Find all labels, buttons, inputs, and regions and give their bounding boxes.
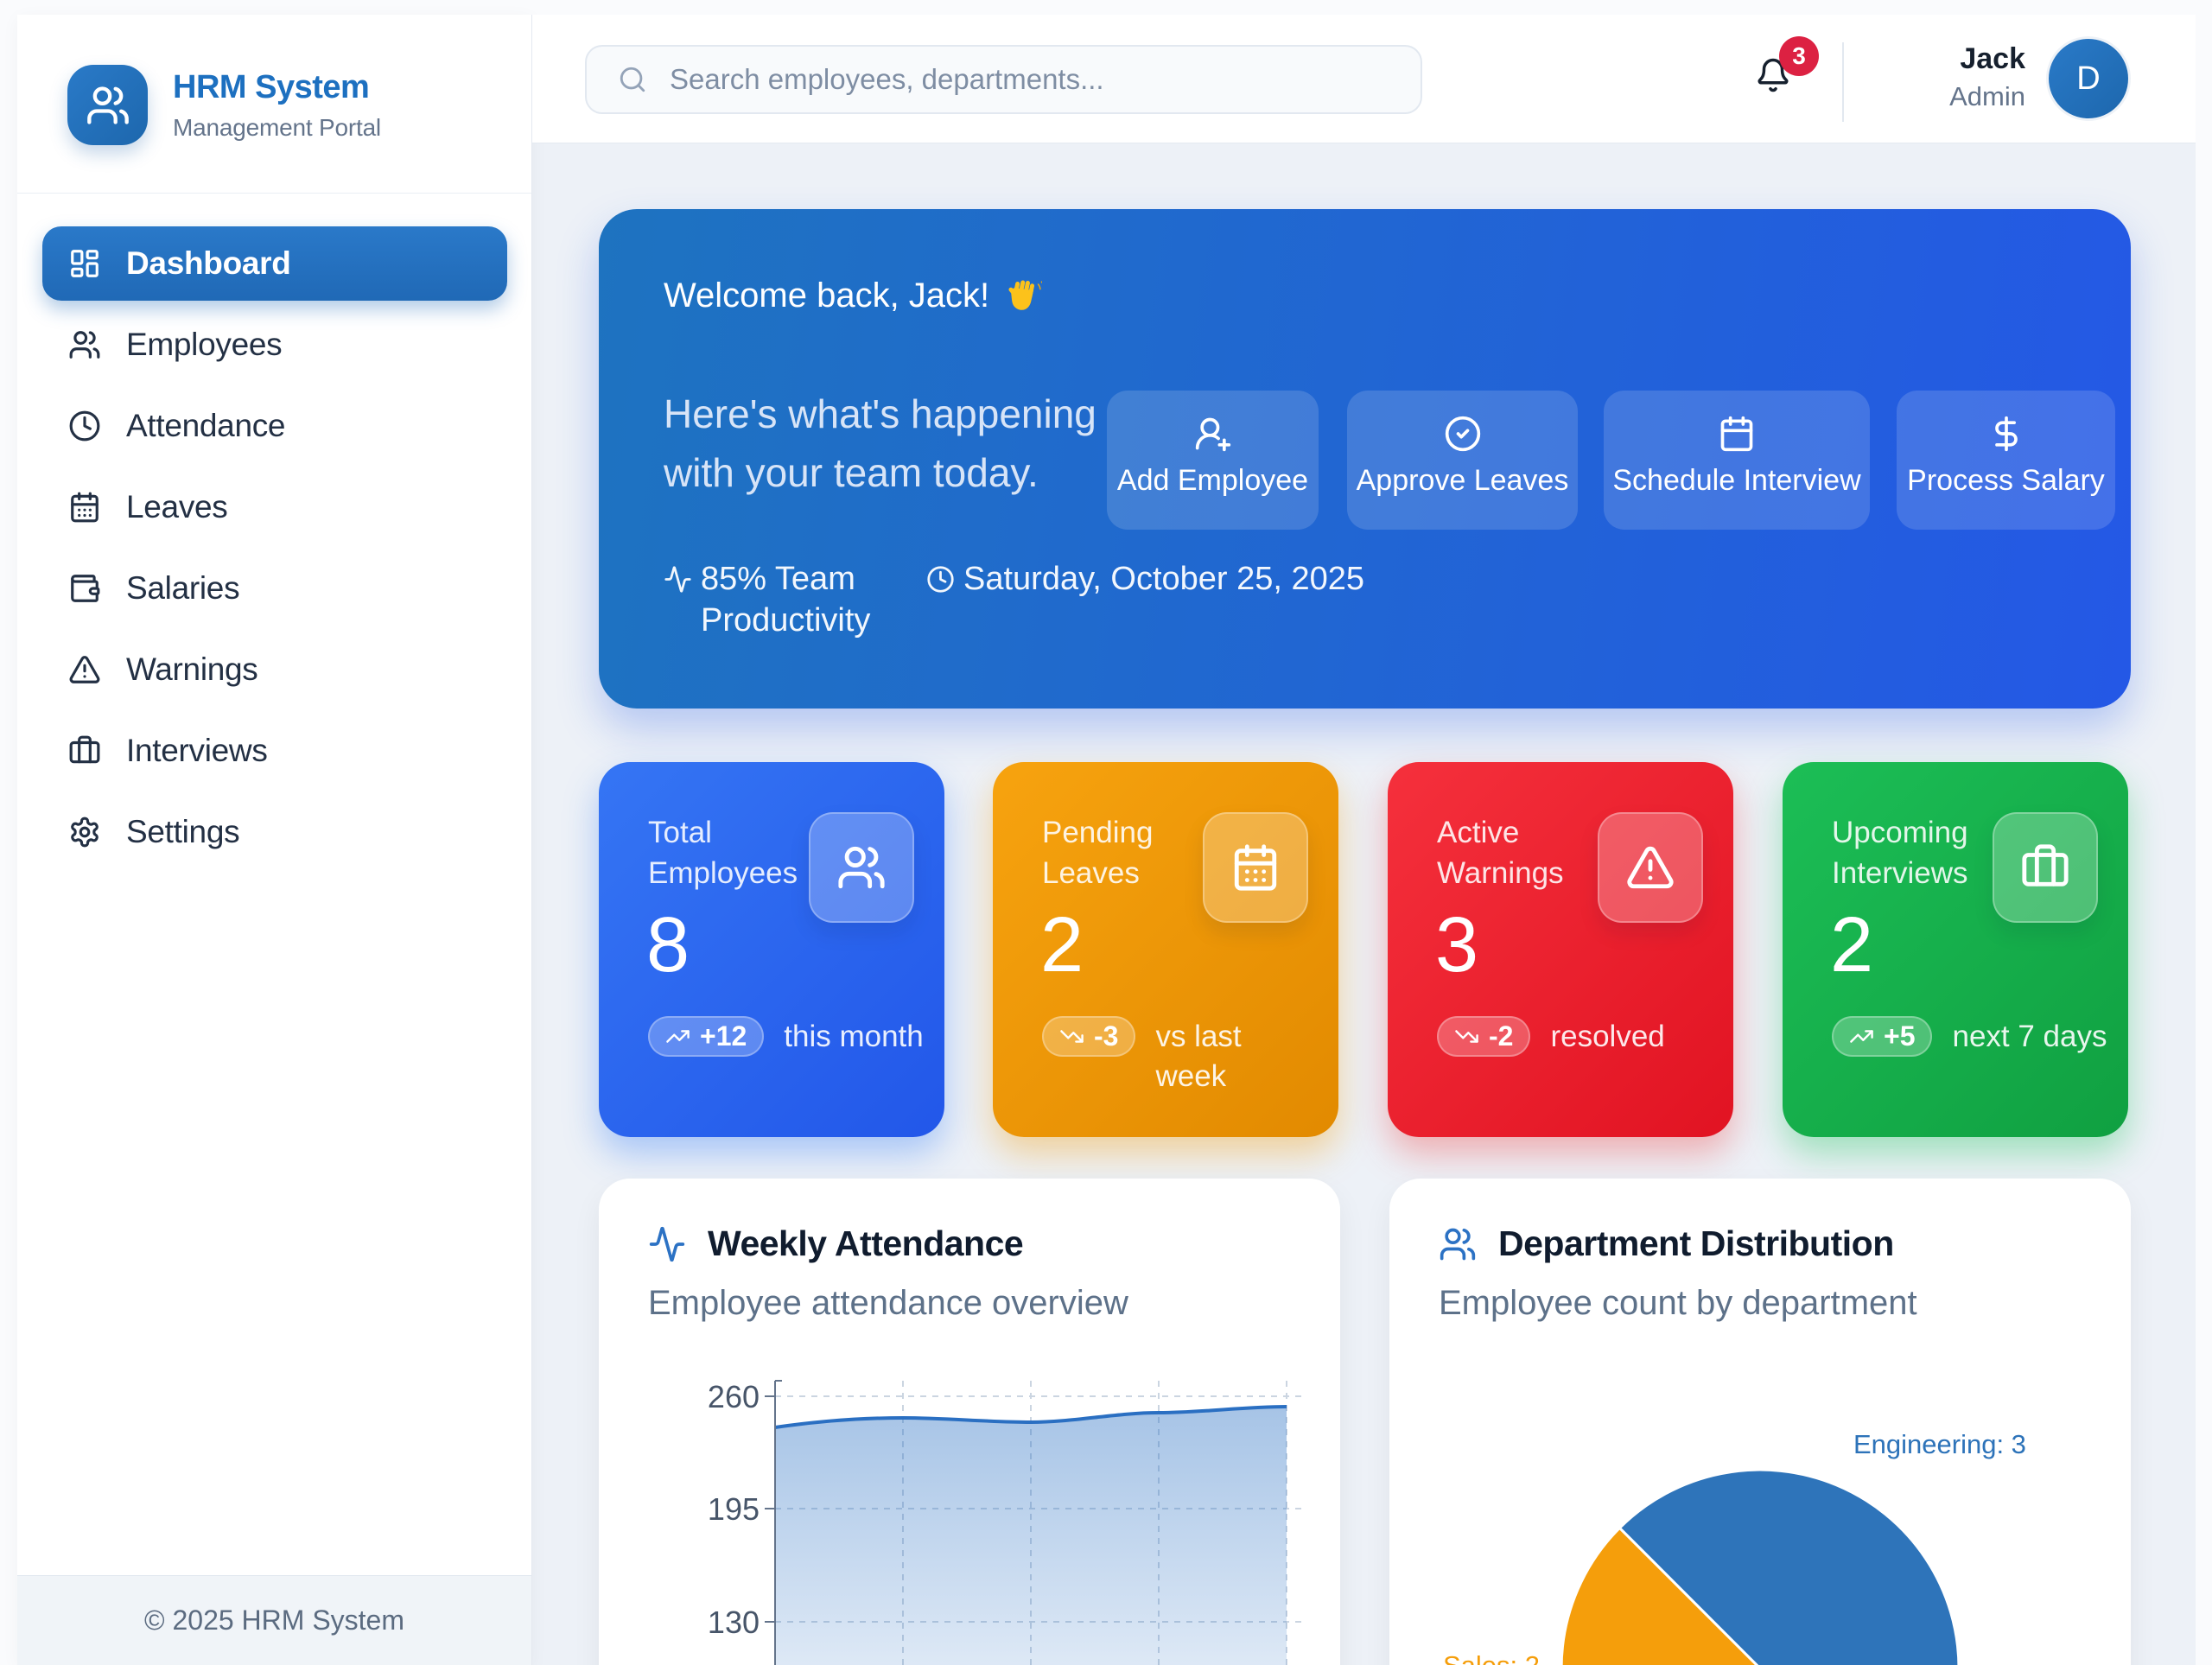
svg-text:Engineering: 3: Engineering: 3 [1853,1429,2026,1459]
svg-text:195: 195 [708,1491,760,1527]
svg-text:Sales: 2: Sales: 2 [1443,1650,1540,1665]
svg-text:260: 260 [708,1379,760,1414]
svg-text:130: 130 [708,1605,760,1640]
